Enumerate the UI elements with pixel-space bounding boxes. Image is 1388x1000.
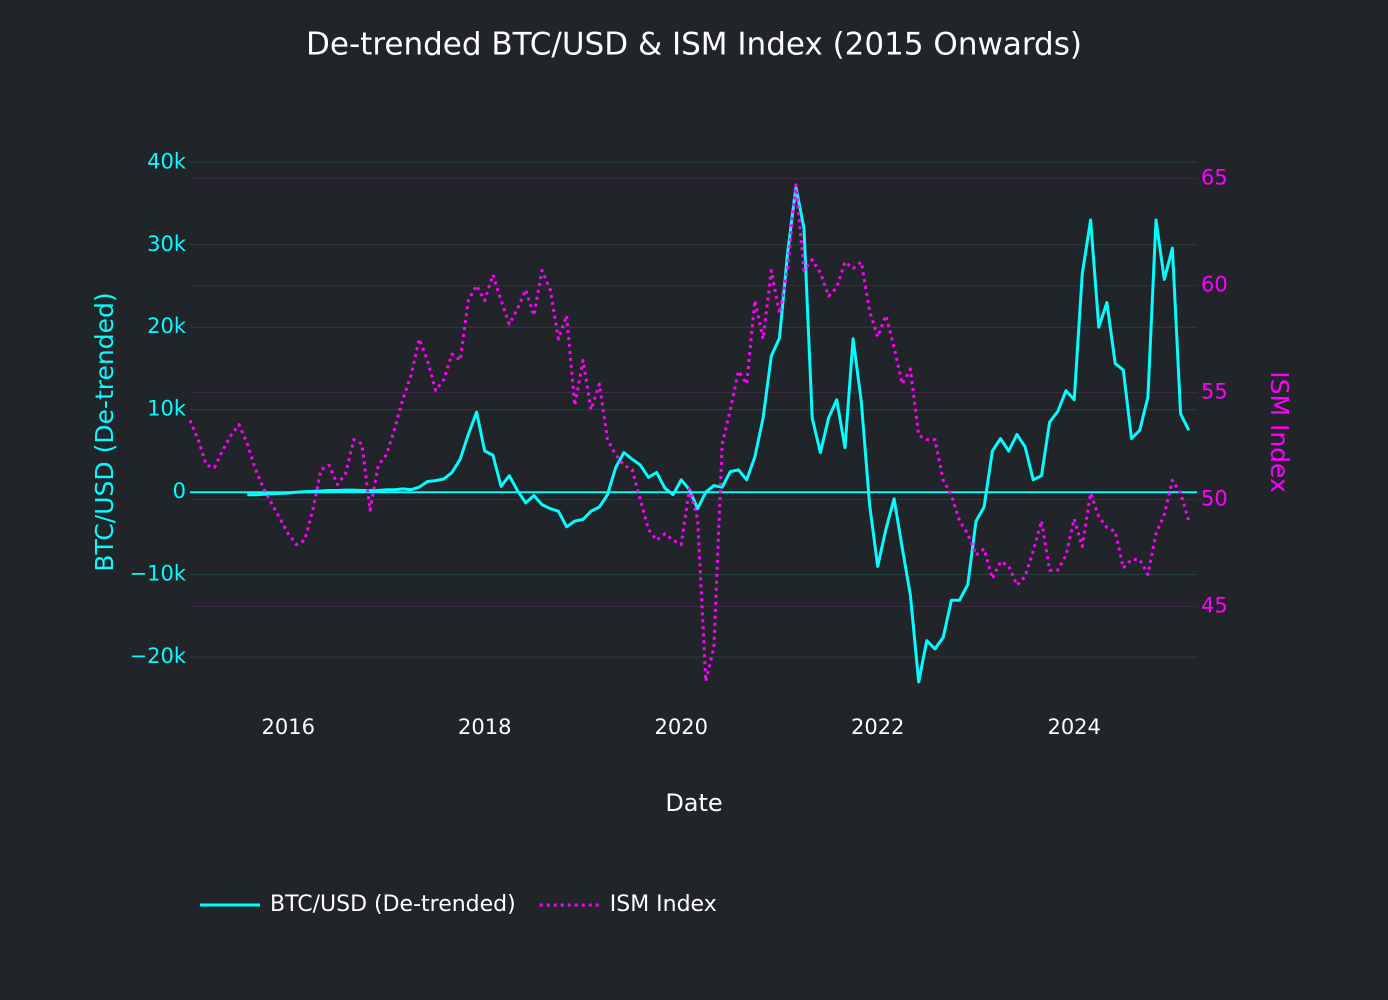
x-axis-title: Date [665, 789, 722, 817]
y-tick-label: 10k [147, 397, 187, 421]
y2-tick-label: 60 [1201, 273, 1228, 297]
y-tick-label: −10k [130, 562, 187, 586]
y-tick-label: 40k [147, 149, 187, 173]
x-tick-label: 2018 [458, 715, 511, 739]
y2-axis-title: ISM Index [1265, 371, 1294, 493]
y2-tick-label: 45 [1201, 594, 1228, 618]
x-tick-label: 2022 [851, 715, 904, 739]
y-axis-title: BTC/USD (De-trended) [90, 292, 119, 571]
x-tick-label: 2024 [1047, 715, 1100, 739]
x-tick-label: 2016 [262, 715, 315, 739]
y-tick-label: 0 [173, 479, 186, 503]
legend-label: ISM Index [610, 892, 717, 917]
series-line [247, 185, 1191, 684]
legend-label: BTC/USD (De-trended) [270, 892, 516, 917]
x-tick-label: 2020 [654, 715, 707, 739]
chart-title: De-trended BTC/USD & ISM Index (2015 Onw… [306, 27, 1082, 63]
y2-tick-label: 55 [1201, 380, 1228, 404]
y-tick-label: −20k [130, 644, 187, 668]
y-tick-label: 30k [147, 232, 187, 256]
series-line [188, 183, 1191, 683]
y-tick-label: 20k [147, 314, 187, 338]
y2-tick-label: 65 [1201, 166, 1228, 190]
y2-tick-label: 50 [1201, 487, 1228, 511]
